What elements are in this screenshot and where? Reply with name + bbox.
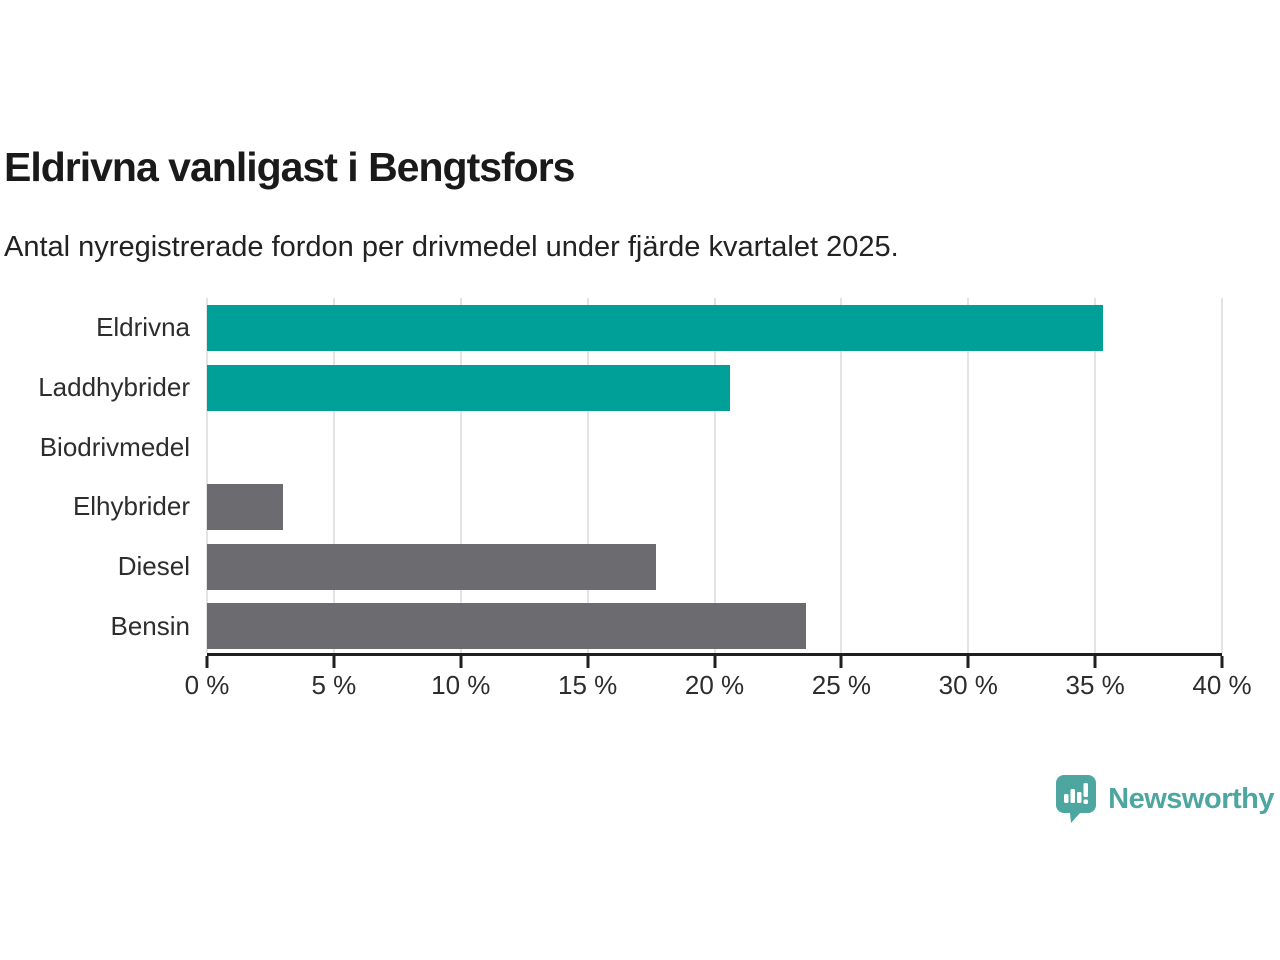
bar-chart: Eldrivna Laddhybrider Biodrivmedel Elhybrid…: [0, 298, 1280, 718]
tick-label: 20 %: [684, 670, 745, 700]
newsworthy-logo[interactable]: Newsworthy: [1056, 775, 1274, 823]
bar: [207, 543, 657, 590]
chart-subtitle: Antal nyregistrerade fordon per drivmede…: [4, 231, 899, 263]
gridline: [1094, 298, 1097, 653]
tick-label: 25 %: [811, 670, 872, 700]
category-label: Diesel: [117, 550, 190, 581]
gridline: [459, 298, 462, 653]
tick-label: 5 %: [311, 670, 357, 700]
bar-row: Eldrivna: [96, 298, 1222, 358]
gridline: [1221, 298, 1223, 653]
tick-mark: [205, 656, 209, 668]
bar-row: Laddhybrider: [38, 358, 1222, 418]
category-label: Elhybrider: [72, 491, 190, 522]
gridline: [206, 298, 208, 653]
newsworthy-logo-text: Newsworthy: [1108, 782, 1274, 815]
chart-title: Eldrivna vanligast i Bengtsfors: [4, 144, 575, 190]
tick-label: 30 %: [938, 670, 998, 700]
bar: [207, 364, 730, 411]
bar-row: Elhybrider: [73, 477, 1222, 537]
tick-mark: [966, 656, 970, 668]
bar: [207, 484, 284, 530]
gridline: [967, 298, 970, 653]
tick-mark: [713, 656, 716, 668]
category-label: Eldrivna: [96, 312, 190, 343]
category-label: Biodrivmedel: [39, 431, 190, 462]
bar-row: Diesel: [118, 537, 1222, 597]
gridline: [332, 298, 335, 653]
tick-mark: [586, 656, 590, 668]
category-label: Laddhybrider: [38, 371, 190, 402]
tick-label: 0 %: [184, 670, 230, 700]
tick-label: 40 %: [1192, 670, 1252, 700]
tick-mark: [1220, 656, 1224, 668]
tick-label: 35 %: [1065, 670, 1125, 700]
bar: [207, 603, 806, 650]
tick-mark: [839, 656, 843, 668]
category-label: Bensin: [110, 610, 191, 641]
bar-row: Bensin: [111, 596, 1222, 656]
tick-mark: [1093, 656, 1097, 668]
tick-label: 10 %: [431, 670, 491, 700]
plot-area: Eldrivna Laddhybrider Biodrivmedel Elhybrid…: [38, 298, 1252, 700]
gridline: [713, 298, 716, 653]
gridline: [840, 298, 843, 653]
tick-mark: [459, 656, 463, 668]
gridline: [586, 298, 589, 653]
tick-label: 15 %: [557, 670, 618, 700]
newsworthy-logo-icon: [1056, 775, 1097, 823]
tick-mark: [332, 656, 336, 668]
bar-row: Biodrivmedel: [40, 417, 1222, 477]
bar: [207, 305, 1103, 351]
